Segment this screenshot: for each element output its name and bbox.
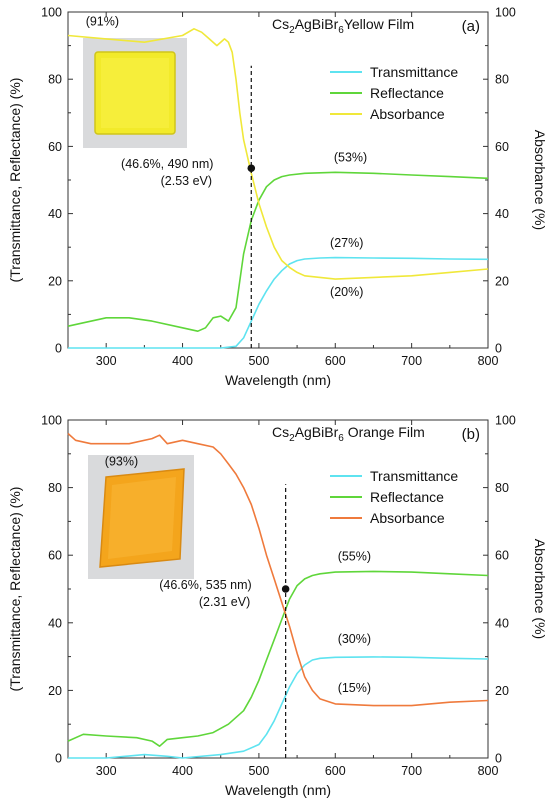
y-tick-label-right: 100: [495, 6, 516, 20]
annotation-label: (2.31 eV): [199, 595, 250, 609]
title-part-4: Yellow Film: [344, 16, 414, 32]
x-tick-label: 300: [96, 764, 117, 778]
chart-title: Cs2AgBiBr6Yellow Film: [272, 16, 414, 36]
y-tick-label-right: 60: [495, 549, 509, 563]
title-part-0: Cs: [272, 424, 289, 440]
y-tick-label-left: 40: [48, 207, 62, 221]
chart-title: Cs2AgBiBr6 Orange Film: [272, 424, 425, 444]
x-tick-label: 400: [172, 764, 193, 778]
y-tick-label-right: 20: [495, 684, 509, 698]
y-tick-label-left: 60: [48, 140, 62, 154]
x-axis-label: Wavelength (nm): [225, 372, 331, 388]
intersection-marker: [247, 164, 256, 173]
annotation-label: (30%): [338, 632, 371, 646]
legend-label-absorbance: Absorbance: [370, 510, 445, 526]
title-part-4: Orange Film: [344, 424, 425, 440]
series-line-transmittance: [68, 656, 489, 759]
series-line-transmittance: [68, 256, 489, 349]
title-part-1: 2: [289, 25, 295, 36]
x-tick-label: 500: [248, 354, 269, 368]
orange-film-highlight: [108, 477, 176, 559]
y-tick-label-left: 100: [41, 414, 62, 428]
title-part-0: Cs: [272, 16, 289, 32]
y-axis-label-left: (Transmittance, Reflectance) (%): [7, 78, 23, 283]
x-tick-label: 300: [96, 354, 117, 368]
annotation-label: (91%): [86, 14, 119, 28]
legend-label-absorbance: Absorbance: [370, 106, 445, 122]
panel-tag: (b): [462, 426, 480, 443]
title-part-3: 6: [338, 25, 344, 36]
annotation-label: (27%): [330, 236, 363, 250]
y-tick-label-left: 20: [48, 274, 62, 288]
series-line-absorbance: [67, 28, 489, 280]
y-tick-label-left: 80: [48, 73, 62, 87]
annotation-label: (15%): [338, 681, 371, 695]
y-tick-label-left: 60: [48, 549, 62, 563]
x-tick-label: 500: [248, 764, 269, 778]
y-axis-label-left: (Transmittance, Reflectance) (%): [7, 487, 23, 692]
x-axis-label: Wavelength (nm): [225, 782, 331, 798]
title-part-3: 6: [338, 433, 344, 444]
y-tick-label-right: 40: [495, 616, 509, 630]
series-line-absorbance: [67, 432, 489, 707]
annotation-label: (20%): [330, 285, 363, 299]
x-tick-label: 600: [325, 764, 346, 778]
title-part-1: 2: [289, 433, 295, 444]
y-tick-label-right: 60: [495, 140, 509, 154]
y-axis-label-right: Absorbance (%): [532, 130, 548, 230]
x-tick-label: 700: [401, 764, 422, 778]
y-tick-label-left: 0: [55, 342, 62, 356]
y-tick-label-left: 0: [55, 752, 62, 766]
y-tick-label-left: 20: [48, 684, 62, 698]
legend: Transmittance Reflectance Absorbance: [330, 468, 458, 526]
x-tick-label: 800: [478, 354, 499, 368]
y-tick-label-right: 0: [495, 342, 502, 356]
y-tick-label-right: 100: [495, 414, 516, 428]
annotation-label: (93%): [105, 455, 138, 469]
intersection-marker: [281, 585, 290, 593]
title-part-2: AgBiBr: [295, 424, 339, 440]
annotation-label: (46.6%, 490 nm): [121, 157, 213, 171]
y-tick-label-left: 80: [48, 481, 62, 495]
annotation-label: (55%): [338, 549, 371, 563]
legend-label-transmittance: Transmittance: [370, 64, 458, 80]
y-tick-label-right: 20: [495, 274, 509, 288]
inset-photo: [88, 455, 194, 579]
x-tick-label: 400: [172, 354, 193, 368]
series-line-reflectance: [67, 570, 489, 747]
annotation-label: (46.6%, 535 nm): [159, 578, 251, 592]
yellow-film-highlight: [101, 58, 169, 128]
x-tick-label: 800: [478, 764, 499, 778]
y-axis-label-right: Absorbance (%): [532, 539, 548, 639]
legend: Transmittance Reflectance Absorbance: [330, 64, 458, 122]
legend-label-reflectance: Reflectance: [370, 85, 444, 101]
y-tick-label-right: 80: [495, 481, 509, 495]
annotation-label: (53%): [334, 151, 367, 165]
panel-tag: (a): [462, 18, 480, 35]
inset-photo: [83, 38, 187, 148]
y-tick-label-right: 0: [495, 752, 502, 766]
y-tick-label-left: 100: [41, 6, 62, 20]
x-tick-label: 600: [325, 354, 346, 368]
title-part-2: AgBiBr: [295, 16, 339, 32]
y-tick-label-right: 40: [495, 207, 509, 221]
x-tick-label: 700: [401, 354, 422, 368]
y-tick-label-left: 40: [48, 616, 62, 630]
annotation-label: (2.53 eV): [161, 174, 212, 188]
y-tick-label-right: 80: [495, 73, 509, 87]
legend-label-transmittance: Transmittance: [370, 468, 458, 484]
legend-label-reflectance: Reflectance: [370, 489, 444, 505]
series-line-reflectance: [67, 171, 489, 332]
